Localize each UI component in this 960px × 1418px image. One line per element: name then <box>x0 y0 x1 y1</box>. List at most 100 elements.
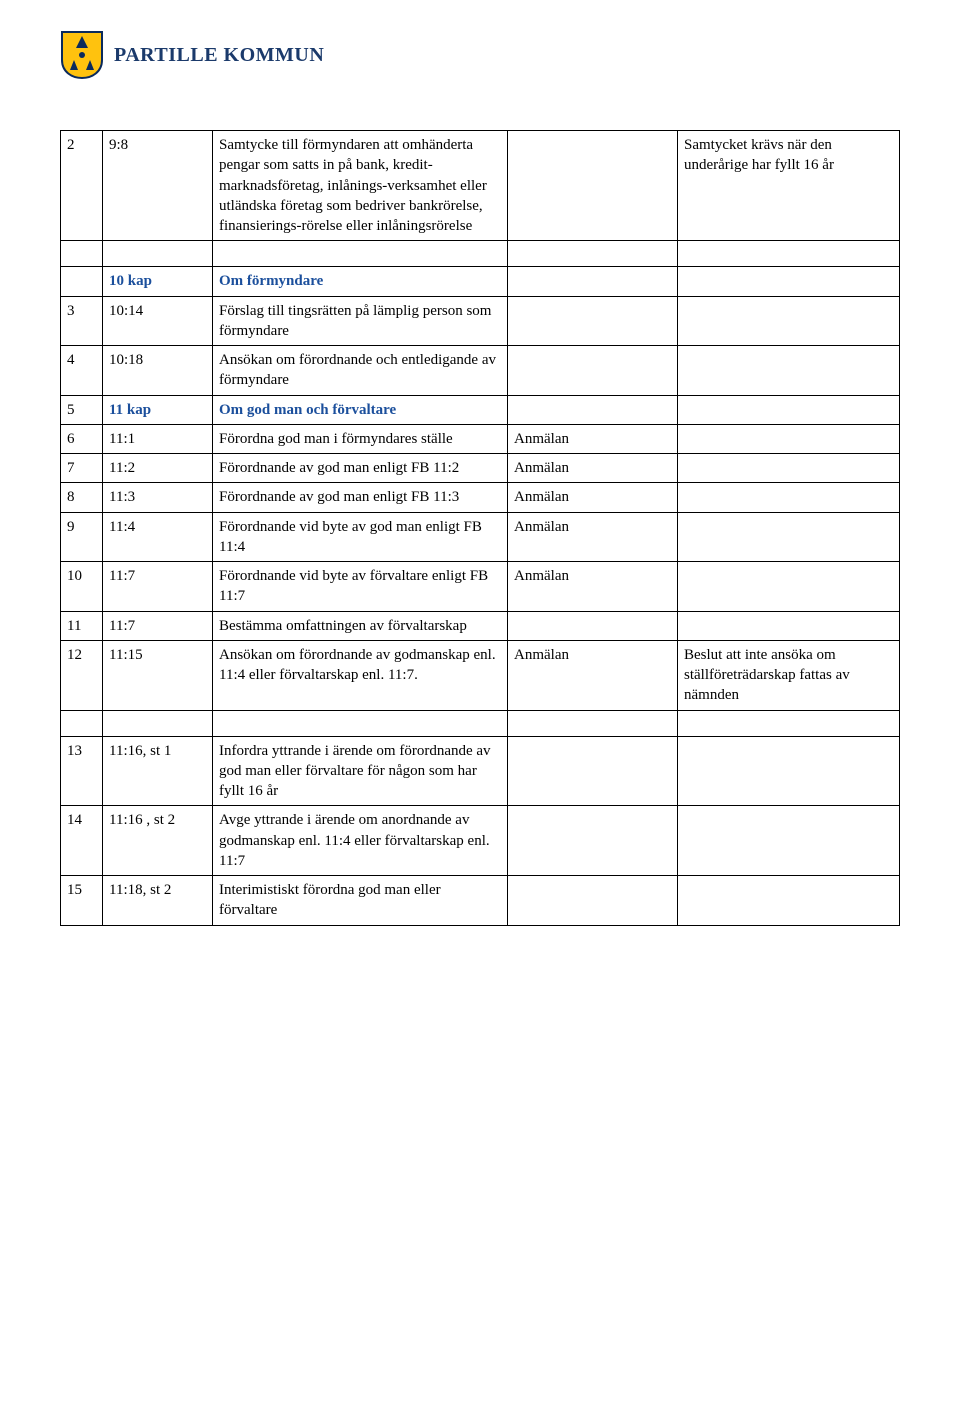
row-number: 14 <box>61 806 103 876</box>
row-col5 <box>678 562 900 612</box>
row-col4 <box>508 267 678 296</box>
row-col4: Anmälan <box>508 424 678 453</box>
row-reference: 11:2 <box>103 454 213 483</box>
row-number <box>61 267 103 296</box>
row-number: 2 <box>61 131 103 241</box>
row-description: Om god man och förvaltare <box>213 395 508 424</box>
row-reference: 11:18, st 2 <box>103 876 213 926</box>
row-col5 <box>678 512 900 562</box>
table-row: 1411:16 , st 2Avge yttrande i ärende om … <box>61 806 900 876</box>
row-reference: 11:16 , st 2 <box>103 806 213 876</box>
row-reference: 11:16, st 1 <box>103 736 213 806</box>
row-col4 <box>508 346 678 396</box>
row-col4: Anmälan <box>508 483 678 512</box>
row-number: 10 <box>61 562 103 612</box>
table-row: 511 kapOm god man och förvaltare <box>61 395 900 424</box>
row-description: Avge yttrande i ärende om anordnande av … <box>213 806 508 876</box>
row-number: 6 <box>61 424 103 453</box>
row-col5 <box>678 736 900 806</box>
row-col4 <box>508 736 678 806</box>
row-description: Infordra yttrande i ärende om förordnand… <box>213 736 508 806</box>
row-col4 <box>508 131 678 241</box>
table-row: 611:1Förordna god man i förmyndares stäl… <box>61 424 900 453</box>
row-col5 <box>678 806 900 876</box>
row-col5 <box>678 296 900 346</box>
row-number: 13 <box>61 736 103 806</box>
table-row: 1111:7Bestämma omfattningen av förvaltar… <box>61 611 900 640</box>
row-reference: 11 kap <box>103 395 213 424</box>
row-reference: 11:15 <box>103 640 213 710</box>
row-col4 <box>508 876 678 926</box>
row-col4: Anmälan <box>508 562 678 612</box>
row-col5 <box>678 483 900 512</box>
row-col4: Anmälan <box>508 640 678 710</box>
row-col5 <box>678 454 900 483</box>
row-col5 <box>678 876 900 926</box>
row-col5 <box>678 395 900 424</box>
spacer-cell <box>61 241 103 267</box>
table-row: 711:2Förordnande av god man enligt FB 11… <box>61 454 900 483</box>
table-row: 1011:7Förordnande vid byte av förvaltare… <box>61 562 900 612</box>
table-row <box>61 241 900 267</box>
spacer-cell <box>61 710 103 736</box>
spacer-cell <box>678 241 900 267</box>
row-description: Samtycke till förmyndaren att omhänderta… <box>213 131 508 241</box>
table-row: 310:14Förslag till tingsrätten på lämpli… <box>61 296 900 346</box>
row-col4: Anmälan <box>508 454 678 483</box>
spacer-cell <box>508 710 678 736</box>
row-description: Bestämma omfattningen av förvaltarskap <box>213 611 508 640</box>
row-description: Förordna god man i förmyndares ställe <box>213 424 508 453</box>
row-number: 3 <box>61 296 103 346</box>
row-description: Förslag till tingsrätten på lämplig pers… <box>213 296 508 346</box>
row-description: Ansökan om förordnande av godmanskap enl… <box>213 640 508 710</box>
row-description: Interimistiskt förordna god man eller fö… <box>213 876 508 926</box>
spacer-cell <box>103 241 213 267</box>
row-col4 <box>508 806 678 876</box>
row-reference: 11:7 <box>103 562 213 612</box>
table-row: 1211:15Ansökan om förordnande av godmans… <box>61 640 900 710</box>
page-header: PARTILLE KOMMUN <box>60 30 900 80</box>
row-description: Ansökan om förordnande och entledigande … <box>213 346 508 396</box>
spacer-cell <box>213 710 508 736</box>
row-number: 9 <box>61 512 103 562</box>
row-description: Förordnande vid byte av god man enligt F… <box>213 512 508 562</box>
row-reference: 11:1 <box>103 424 213 453</box>
regulation-table: 29:8Samtycke till förmyndaren att omhänd… <box>60 130 900 926</box>
row-col4 <box>508 395 678 424</box>
row-number: 4 <box>61 346 103 396</box>
row-description: Förordnande av god man enligt FB 11:3 <box>213 483 508 512</box>
row-reference: 11:4 <box>103 512 213 562</box>
table-row: 811:3Förordnande av god man enligt FB 11… <box>61 483 900 512</box>
row-reference: 10:14 <box>103 296 213 346</box>
table-row: 29:8Samtycke till förmyndaren att omhänd… <box>61 131 900 241</box>
spacer-cell <box>213 241 508 267</box>
row-col4 <box>508 296 678 346</box>
row-col4: Anmälan <box>508 512 678 562</box>
table-row: 410:18Ansökan om förordnande och entledi… <box>61 346 900 396</box>
row-reference: 10:18 <box>103 346 213 396</box>
row-col5 <box>678 267 900 296</box>
row-number: 11 <box>61 611 103 640</box>
spacer-cell <box>103 710 213 736</box>
row-reference: 9:8 <box>103 131 213 241</box>
row-number: 12 <box>61 640 103 710</box>
brand-name: PARTILLE KOMMUN <box>114 44 324 67</box>
spacer-cell <box>508 241 678 267</box>
row-number: 5 <box>61 395 103 424</box>
table-row: 1511:18, st 2Interimistiskt förordna god… <box>61 876 900 926</box>
row-reference: 11:3 <box>103 483 213 512</box>
row-col5: Beslut att inte ansöka om ställföreträda… <box>678 640 900 710</box>
row-number: 7 <box>61 454 103 483</box>
row-number: 8 <box>61 483 103 512</box>
row-col5 <box>678 346 900 396</box>
row-col5: Samtycket krävs när den underårige har f… <box>678 131 900 241</box>
row-reference: 10 kap <box>103 267 213 296</box>
row-description: Förordnande vid byte av förvaltare enlig… <box>213 562 508 612</box>
table-row: 1311:16, st 1Infordra yttrande i ärende … <box>61 736 900 806</box>
row-reference: 11:7 <box>103 611 213 640</box>
row-description: Förordnande av god man enligt FB 11:2 <box>213 454 508 483</box>
spacer-cell <box>678 710 900 736</box>
row-col5 <box>678 611 900 640</box>
table-row: 10 kapOm förmyndare <box>61 267 900 296</box>
row-col4 <box>508 611 678 640</box>
